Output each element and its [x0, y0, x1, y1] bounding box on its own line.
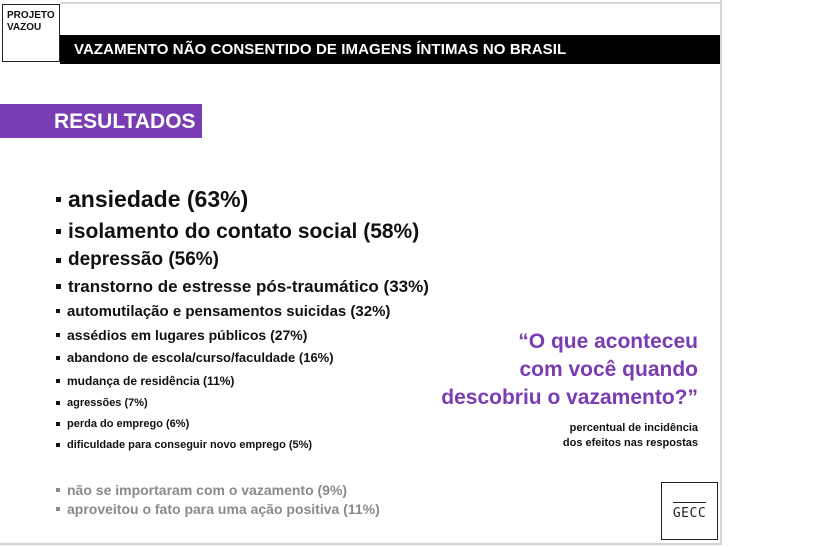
result-text: automutilação e pensamentos suicidas (32…	[67, 302, 391, 320]
top-divider	[60, 2, 722, 4]
result-text: transtorno de estresse pós-traumático (3…	[68, 276, 429, 296]
list-item: transtorno de estresse pós-traumático (3…	[56, 274, 429, 299]
result-text: perda do emprego (6%)	[67, 417, 190, 430]
bullet-icon	[56, 421, 60, 426]
other-results-list: não se importaram com o vazamento (9%) a…	[56, 480, 380, 518]
result-text: não se importaram com o vazamento (9%)	[67, 481, 348, 498]
result-text: ansiedade (63%)	[68, 186, 249, 212]
section-label: RESULTADOS	[0, 104, 202, 138]
quote-line-1: “O que aconteceu	[518, 330, 698, 353]
caption-line-2: dos efeitos nas respostas	[562, 437, 698, 449]
results-list: ansiedade (63%) isolamento do contato so…	[56, 182, 429, 455]
result-text: abandono de escola/curso/faculdade (16%)	[67, 350, 334, 365]
bullet-icon	[56, 400, 60, 405]
bullet-icon	[56, 506, 60, 511]
bullet-icon	[56, 197, 61, 202]
slide: PROJETO VAZOU VAZAMENTO NÃO CONSENTIDO D…	[0, 0, 722, 545]
bullet-icon	[56, 229, 61, 234]
gecc-logo-text: GECC	[672, 501, 707, 521]
list-item: depressão (56%)	[56, 246, 429, 274]
list-item: agressões (7%)	[56, 392, 429, 413]
result-text: assédios em lugares públicos (27%)	[67, 326, 308, 343]
list-item: aproveitou o fato para uma ação positiva…	[56, 499, 380, 518]
bullet-icon	[56, 442, 60, 447]
bullet-icon	[56, 332, 60, 337]
logo-line-1: PROJETO	[7, 10, 55, 21]
list-item: dificuldade para conseguir novo emprego …	[56, 434, 429, 455]
list-item: assédios em lugares públicos (27%)	[56, 323, 429, 346]
list-item: ansiedade (63%)	[56, 182, 429, 217]
quote-caption: percentual de incidência dos efeitos nas…	[458, 421, 698, 451]
list-item: isolamento do contato social (58%)	[56, 217, 429, 246]
quote-line-3: descobriu o vazamento?”	[441, 386, 698, 409]
gecc-logo: GECC	[661, 482, 718, 540]
quote-line-2: com você quando	[519, 358, 698, 381]
logo-line-2: VAZOU	[7, 22, 42, 33]
bullet-icon	[56, 378, 60, 383]
list-item: abandono de escola/curso/faculdade (16%)	[56, 346, 429, 369]
list-item: não se importaram com o vazamento (9%)	[56, 480, 380, 499]
bullet-icon	[56, 487, 60, 492]
bullet-icon	[56, 309, 60, 313]
bullet-icon	[56, 355, 60, 360]
list-item: mudança de residência (11%)	[56, 369, 429, 392]
result-text: isolamento do contato social (58%)	[68, 219, 420, 243]
survey-question-quote: “O que aconteceu com você quando descobr…	[398, 328, 698, 412]
bullet-icon	[56, 284, 61, 289]
page-title: VAZAMENTO NÃO CONSENTIDO DE IMAGENS ÍNTI…	[60, 35, 720, 64]
result-text: agressões (7%)	[67, 396, 148, 409]
projeto-vazou-logo: PROJETO VAZOU	[2, 4, 60, 62]
result-text: aproveitou o fato para uma ação positiva…	[67, 500, 380, 517]
list-item: perda do emprego (6%)	[56, 413, 429, 434]
bullet-icon	[56, 257, 61, 263]
result-text: depressão (56%)	[68, 249, 220, 270]
result-text: mudança de residência (11%)	[67, 373, 235, 388]
caption-line-1: percentual de incidência	[569, 422, 698, 434]
result-text: dificuldade para conseguir novo emprego …	[67, 438, 313, 451]
list-item: automutilação e pensamentos suicidas (32…	[56, 299, 429, 323]
